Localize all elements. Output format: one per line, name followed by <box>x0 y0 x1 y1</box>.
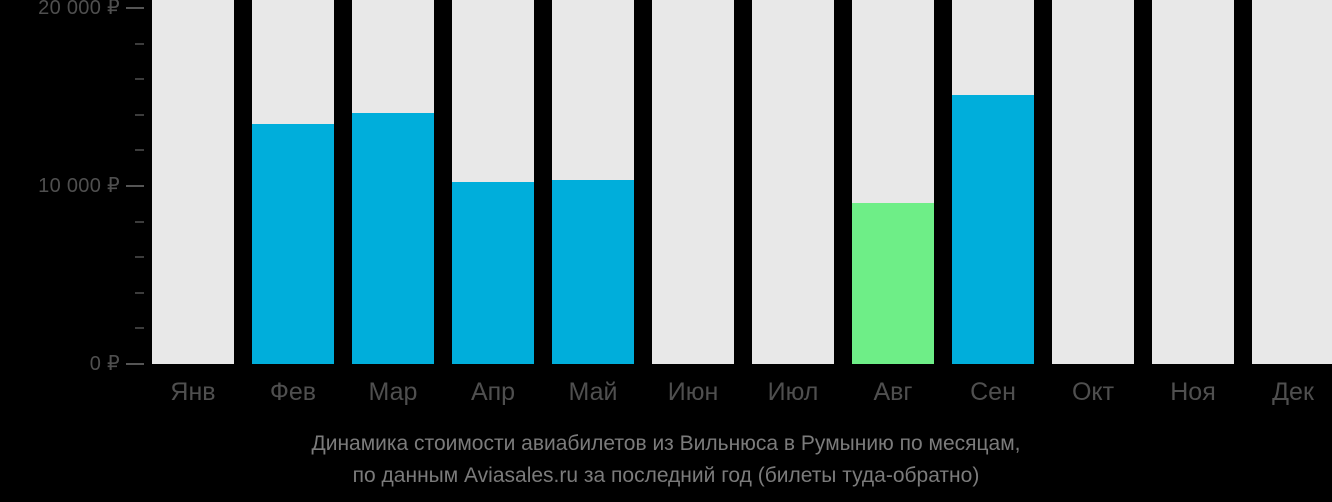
bar-track <box>652 0 734 364</box>
bar-track <box>1152 0 1234 364</box>
caption-line-1: Динамика стоимости авиабилетов из Вильню… <box>311 432 1021 455</box>
y-axis-tick-mark <box>135 113 144 116</box>
bar-fill <box>252 124 334 364</box>
bar-fill-highlighted <box>852 203 934 364</box>
y-axis-tick-mark <box>135 256 144 259</box>
y-axis-tick-label: 0 ₽ <box>89 353 120 375</box>
y-axis-tick-mark <box>135 149 144 152</box>
y-axis-tick-mark <box>126 185 144 187</box>
caption-line-2: по данным Aviasales.ru за последний год … <box>352 464 980 487</box>
bar-track <box>1052 0 1134 364</box>
bar-column[interactable] <box>1252 0 1332 364</box>
x-axis-label: Апр <box>470 378 516 406</box>
bar-column[interactable] <box>752 0 834 364</box>
x-axis-label: Авг <box>873 378 913 406</box>
bar-track <box>752 0 834 364</box>
x-axis-label: Дек <box>1272 378 1314 406</box>
y-axis-tick-mark <box>126 7 144 9</box>
bar-column[interactable] <box>152 0 234 364</box>
bar-column[interactable] <box>1052 0 1134 364</box>
y-axis-tick-label: 10 000 ₽ <box>38 175 120 197</box>
bar-fill <box>452 182 534 364</box>
bar-fill <box>952 95 1034 364</box>
y-axis-tick-mark <box>135 291 144 294</box>
bar-column[interactable] <box>1152 0 1234 364</box>
x-axis-label: Июл <box>767 378 819 406</box>
plot-area <box>152 0 1332 364</box>
bar-column[interactable] <box>452 0 534 364</box>
x-axis-label: Май <box>568 378 618 406</box>
y-axis-tick-mark <box>126 363 144 365</box>
bar-column[interactable] <box>252 0 334 364</box>
bar-column[interactable] <box>352 0 434 364</box>
x-axis-label: Ноя <box>1170 378 1216 406</box>
bar-column[interactable] <box>852 0 934 364</box>
y-axis: 0 ₽ 10 000 ₽ 20 000 ₽ <box>0 0 152 420</box>
bar-fill <box>352 113 434 364</box>
x-axis-label: Фев <box>269 378 317 406</box>
x-axis-label: Мар <box>368 378 418 406</box>
y-axis-tick-mark <box>135 327 144 330</box>
x-axis-label: Окт <box>1071 378 1115 406</box>
y-axis-tick-label: 20 000 ₽ <box>38 0 120 19</box>
bar-column[interactable] <box>552 0 634 364</box>
bar-column[interactable] <box>652 0 734 364</box>
bar-track <box>1252 0 1332 364</box>
x-axis-label: Июн <box>667 378 719 406</box>
x-axis-label: Янв <box>170 378 216 406</box>
bar-fill <box>552 179 634 364</box>
y-axis-tick-mark <box>135 220 144 223</box>
y-axis-tick-mark <box>135 78 144 81</box>
chart-caption: Динамика стоимости авиабилетов из Вильню… <box>0 428 1332 492</box>
x-axis-label: Сен <box>970 378 1016 406</box>
bar-track <box>152 0 234 364</box>
bar-column[interactable] <box>952 0 1034 364</box>
x-axis-labels: Янв Фев Мар Апр Май Июн Июл Авг Сен Окт Ноя Дек <box>152 372 1332 416</box>
y-axis-tick-mark <box>135 42 144 45</box>
